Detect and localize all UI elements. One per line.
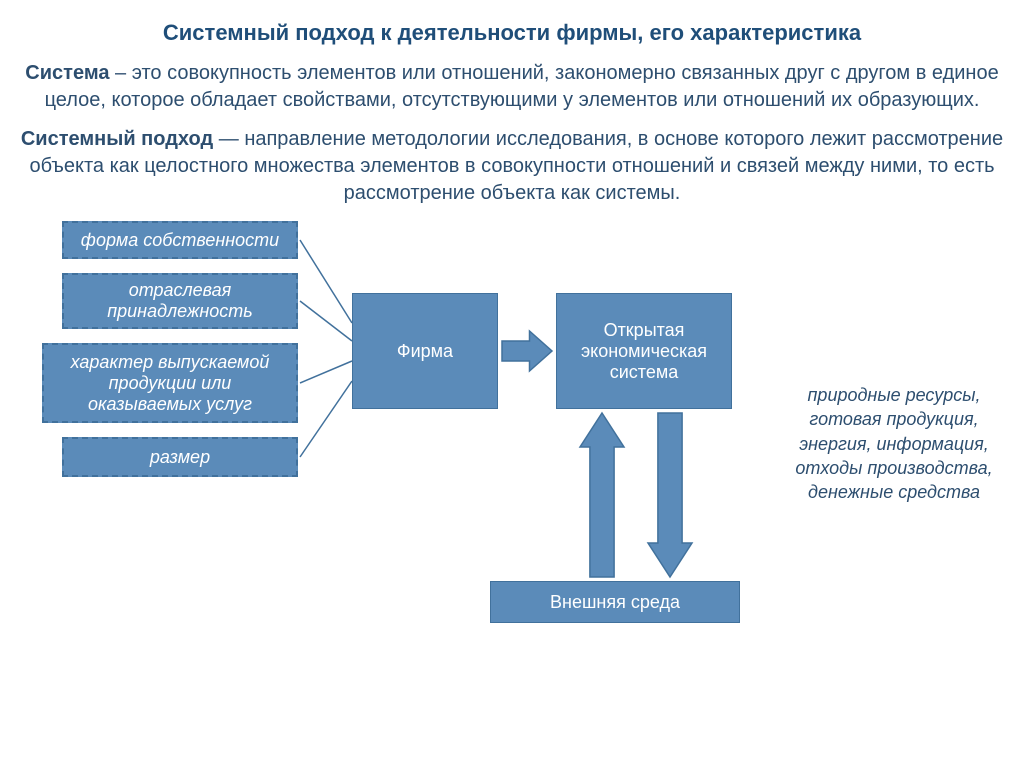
sep-1: – [109,62,131,84]
term-2: Системный подход [21,128,213,150]
left-item-2: характер выпускаемой продукции или оказы… [42,343,298,423]
page-title: Системный подход к деятельности фирмы, е… [0,0,1024,54]
node-env: Внешняя среда [490,581,740,623]
node-system-label: Открытая экономическая система [557,320,731,383]
node-firm: Фирма [352,293,498,409]
sep-2: — [213,128,244,150]
node-env-label: Внешняя среда [550,592,680,613]
node-firm-label: Фирма [397,341,453,362]
paragraph-1: Система – это совокупность элементов или… [0,54,1024,120]
side-annotation: природные ресурсы, готовая продукция, эн… [778,383,1010,504]
node-system: Открытая экономическая система [556,293,732,409]
diagram-area: форма собственности отраслевая принадлежн… [0,213,1024,673]
left-item-3: размер [62,437,298,477]
left-item-0: форма собственности [62,221,298,259]
term-1: Система [25,62,109,84]
paragraph-2: Системный подход — направление методолог… [0,120,1024,213]
def-1: это совокупность элементов или отношений… [45,62,999,111]
left-item-1: отраслевая принадлежность [62,273,298,329]
